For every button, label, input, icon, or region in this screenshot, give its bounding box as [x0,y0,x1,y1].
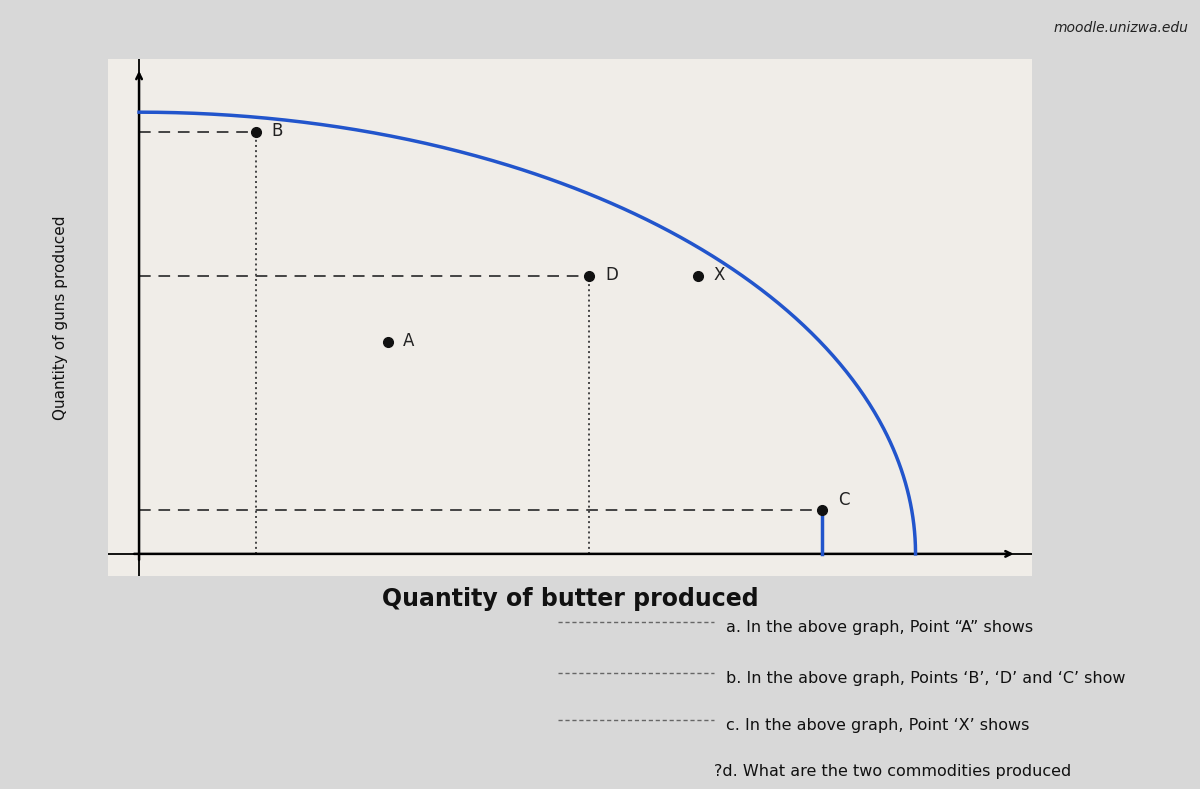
Text: a. In the above graph, Point “A” shows: a. In the above graph, Point “A” shows [726,619,1033,635]
X-axis label: Quantity of butter produced: Quantity of butter produced [382,587,758,611]
Text: X: X [714,266,725,284]
Text: C: C [838,492,850,509]
Text: c. In the above graph, Point ‘X’ shows: c. In the above graph, Point ‘X’ shows [726,718,1030,734]
Text: D: D [605,266,618,284]
Text: A: A [403,332,414,350]
Text: moodle.unizwa.edu: moodle.unizwa.edu [1054,21,1188,36]
Text: B: B [271,122,282,140]
Text: Quantity of guns produced: Quantity of guns produced [53,215,68,420]
Text: b. In the above graph, Points ‘B’, ‘D’ and ‘C’ show: b. In the above graph, Points ‘B’, ‘D’ a… [726,671,1126,686]
Text: ?d. What are the two commodities produced: ?d. What are the two commodities produce… [714,764,1072,780]
